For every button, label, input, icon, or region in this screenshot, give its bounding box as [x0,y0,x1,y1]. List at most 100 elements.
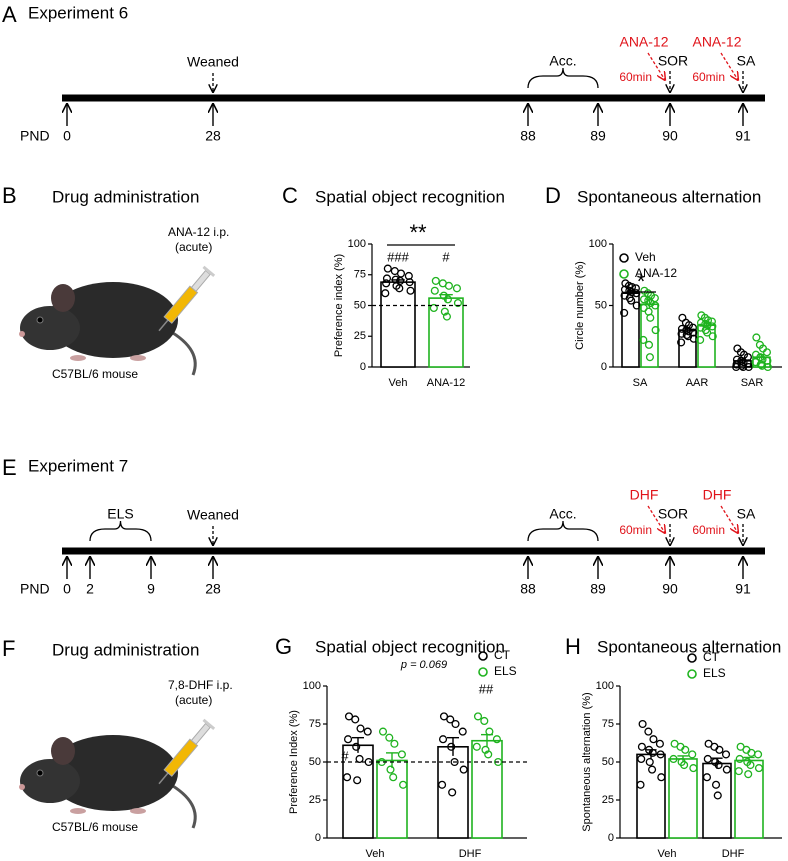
data-point [637,742,646,751]
bar [640,303,659,368]
data-point [762,348,771,357]
legend-marker [478,667,488,677]
data-point [485,727,494,736]
data-point [406,286,415,295]
test-label: SA [737,506,756,522]
data-point [397,750,406,759]
data-point [405,278,414,287]
y-tick-label: 0 [608,832,614,844]
mouse-eye [36,769,44,777]
day-label: 89 [590,128,606,144]
bar [437,745,469,839]
panel-letter: B [2,183,17,208]
data-point [452,284,461,293]
day-label: 0 [63,581,71,597]
x-tick-label: DHF [722,848,745,860]
data-point [447,742,456,751]
bar [342,744,374,839]
mouse-illustration [19,718,216,829]
legend-label: Veh [635,250,656,264]
data-point [715,745,724,754]
x-tick-label: Veh [658,848,677,860]
data-point [459,765,468,774]
weaned-label: Weaned [187,54,239,70]
delay-label: 60min [619,523,652,537]
data-point [429,303,438,313]
mouse-foot [70,808,86,814]
legend-marker [619,253,629,263]
y-tick-label: 50 [595,299,607,311]
day-label: 91 [735,128,751,144]
legend-marker [687,653,697,663]
data-point [734,767,743,776]
data-point [451,719,460,729]
legend-marker [687,669,697,679]
syringe-plunger [190,722,211,745]
data-point [438,780,447,789]
data-point [431,276,440,285]
data-point [638,719,647,729]
data-point [438,735,448,744]
data-point [389,773,398,782]
data-point [702,773,712,782]
acclimation-label: Acc. [549,53,576,69]
mouse-foot [70,355,86,361]
data-point [644,727,653,736]
brace [89,520,152,542]
panel-letter: C [282,183,298,208]
legend-label: CT [703,650,720,664]
data-point [744,362,753,372]
data-point [754,750,763,759]
day-label: 90 [662,581,678,597]
syringe-plunger [190,269,211,292]
annotation: p = 0.069 [400,659,447,671]
y-tick-label: 25 [354,330,366,342]
data-point [381,289,390,298]
legend-label: CT [494,648,511,662]
syringe [158,265,216,332]
y-tick-label: 75 [354,269,366,281]
y-tick-label: 50 [602,756,614,768]
y-tick-label: 100 [596,680,614,692]
annotation: ### [387,249,409,264]
injection-label: (acute) [175,240,212,254]
data-point [430,286,439,295]
data-point [351,715,360,724]
data-point [484,750,493,759]
data-point [651,326,660,335]
day-label: 90 [662,128,678,144]
data-point [722,765,731,774]
data-point [646,298,655,308]
annotation: ** [409,220,427,245]
data-point [492,735,501,744]
data-point [645,353,654,362]
panel-letter: E [2,455,17,480]
y-tick-label: 0 [315,832,321,844]
data-point [399,780,408,789]
injection-label: ANA-12 i.p. [168,225,229,239]
day-label: 28 [205,581,221,597]
data-point [448,788,457,797]
data-point [453,298,462,308]
annotation: # [341,748,349,763]
x-tick-label: ANA-12 [427,377,466,389]
axis-label: PND [20,128,50,144]
x-tick-label: Veh [366,848,385,860]
day-label: 28 [205,128,221,144]
data-point [632,301,641,310]
annotation: # [442,249,450,264]
data-point [688,750,697,759]
data-point [735,754,744,764]
timeline-title: Experiment 7 [28,456,128,475]
data-point [494,757,503,767]
data-point [396,269,406,278]
bar [734,759,764,839]
day-label: 89 [590,581,606,597]
legend-marker [478,651,488,661]
data-point [627,296,636,305]
y-tick-label: 50 [354,299,366,311]
legend-label: ANA-12 [635,266,677,280]
delay-label: 60min [692,70,725,84]
data-point [655,739,664,748]
data-point [395,284,404,293]
